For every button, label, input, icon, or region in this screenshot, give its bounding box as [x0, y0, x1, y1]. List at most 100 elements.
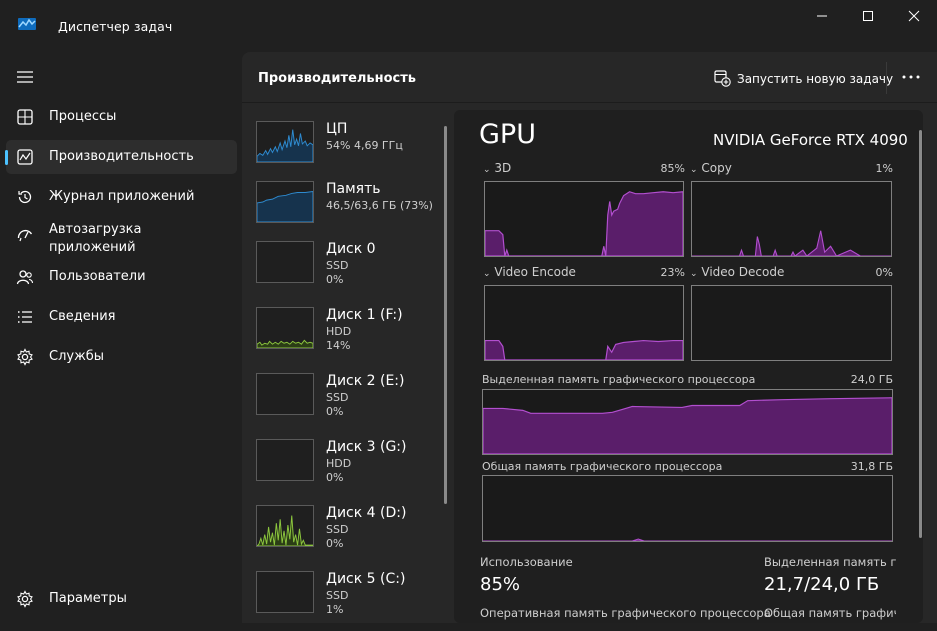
engine-selector-video-encode[interactable]: ⌄ Video Encode [483, 265, 576, 279]
history-icon [18, 190, 32, 204]
engine-selector-video-decode[interactable]: ⌄ Video Decode [690, 265, 784, 279]
chevron-down-icon: ⌄ [483, 165, 491, 175]
shared-memory-max: 31,8 ГБ [850, 460, 893, 473]
sidebar-item-processes[interactable]: Процессы [6, 100, 237, 134]
maximize-button[interactable] [845, 0, 891, 32]
device-name: Диск 4 (D:) [326, 505, 407, 521]
engine-graph-copy [691, 181, 892, 257]
sidebar-item-label: Автозагрузка приложений [49, 222, 142, 255]
close-icon [908, 10, 920, 22]
chevron-down-icon: ⌄ [690, 269, 698, 279]
processes-grid-icon [17, 109, 33, 125]
device-name: Диск 5 (C:) [326, 571, 406, 587]
new-task-icon [714, 70, 731, 87]
performance-chart-icon [17, 149, 33, 165]
device-usage: 0% [326, 537, 344, 550]
device-item-disk0[interactable]: Диск 0 SSD 0% [256, 241, 556, 301]
minimize-button[interactable] [799, 0, 845, 32]
gpu-model: NVIDIA GeForce RTX 4090 [713, 131, 908, 149]
disk-thumbnail-graph [256, 307, 314, 349]
details-list-icon [18, 311, 32, 323]
sidebar-item-users[interactable]: Пользователи [6, 260, 237, 294]
shared-memory-graph [482, 475, 893, 542]
sidebar-item-label: Процессы [49, 109, 117, 124]
sidebar-item-label: Параметры [49, 591, 127, 606]
gpu-memory-label: Оперативная память графического процессо… [480, 606, 771, 620]
services-gear-icon [17, 348, 33, 366]
sidebar-item-startup[interactable]: Автозагрузка приложений [6, 220, 237, 258]
sidebar-item-label: Сведения [49, 309, 116, 324]
more-dots-icon[interactable] [900, 68, 922, 86]
close-button[interactable] [891, 0, 937, 32]
device-usage: 0% [326, 273, 344, 286]
sidebar-item-label: Пользователи [49, 269, 146, 284]
engine-label: Video Encode [494, 265, 576, 279]
engine-label: 3D [494, 161, 512, 175]
device-usage: 1% [326, 603, 344, 616]
engine-label: Copy [701, 161, 732, 175]
sidebar-item-details[interactable]: Сведения [6, 300, 237, 334]
device-item-disk2[interactable]: Диск 2 (E:) SSD 0% [256, 373, 556, 433]
device-item-disk5[interactable]: Диск 5 (C:) SSD 1% [256, 571, 556, 631]
sidebar-item-label: Производительность [49, 149, 194, 164]
device-name: Диск 1 (F:) [326, 307, 403, 323]
gpu-title: GPU [479, 119, 536, 150]
disk-thumbnail-graph [256, 241, 314, 283]
engine-graph-video-decode [691, 285, 892, 361]
device-item-cpu[interactable]: ЦП 54% 4,69 ГГц [256, 121, 556, 181]
run-new-task-button[interactable]: Запустить новую задачу [714, 70, 893, 87]
device-name: Память [326, 181, 381, 197]
disk-thumbnail-graph [256, 439, 314, 481]
page-title: Производительность [258, 71, 417, 86]
startup-gauge-icon [17, 230, 33, 242]
chevron-down-icon: ⌄ [483, 269, 491, 279]
dedicated-memory-label: Выделенная память графического процессор… [482, 373, 756, 386]
memory-thumbnail-graph [256, 181, 314, 223]
sidebar-item-settings[interactable]: Параметры [6, 582, 237, 616]
device-stat: 54% 4,69 ГГц [326, 139, 403, 152]
device-usage: 14% [326, 339, 351, 352]
active-indicator [5, 150, 8, 165]
device-type: SSD [326, 259, 349, 272]
engine-percent: 23% [660, 266, 685, 279]
minimize-icon [817, 15, 827, 17]
users-icon [16, 270, 34, 285]
device-item-memory[interactable]: Память 46,5/63,6 ГБ (73%) [256, 181, 556, 241]
shared-memory-label: Общая память графического процессора [482, 460, 723, 473]
sidebar-item-app-history[interactable]: Журнал приложений [6, 180, 237, 214]
sidebar-item-performance[interactable]: Производительность [5, 140, 237, 174]
device-item-disk4[interactable]: Диск 4 (D:) SSD 0% [256, 505, 556, 565]
device-item-disk3[interactable]: Диск 3 (G:) HDD 0% [256, 439, 556, 499]
engine-graph-3d [484, 181, 684, 257]
device-type: SSD [326, 523, 349, 536]
engine-percent: 0% [875, 266, 893, 279]
engine-selector-3d[interactable]: ⌄ 3D [483, 161, 511, 175]
device-name: Диск 0 [326, 241, 376, 257]
sidebar-item-label: Службы [49, 349, 105, 364]
task-manager-icon [18, 18, 36, 30]
disk-thumbnail-graph [256, 373, 314, 415]
device-usage: 0% [326, 405, 344, 418]
engine-percent: 85% [660, 162, 685, 175]
device-list-scrollbar[interactable] [444, 126, 447, 504]
hamburger-menu-icon[interactable] [14, 68, 36, 86]
device-type: HDD [326, 457, 352, 470]
engine-label: Video Decode [701, 265, 785, 279]
dedicated-stat-label: Выделенная память гра [764, 555, 896, 569]
shared-stat-label: Общая память графиче [764, 606, 896, 620]
device-item-disk1[interactable]: Диск 1 (F:) HDD 14% [256, 307, 556, 367]
dedicated-stat-value: 21,7/24,0 ГБ [764, 574, 880, 595]
dedicated-memory-graph [482, 389, 893, 455]
engine-selector-copy[interactable]: ⌄ Copy [690, 161, 732, 175]
device-type: SSD [326, 589, 349, 602]
utilization-label: Использование [480, 555, 573, 569]
device-stat: 46,5/63,6 ГБ (73%) [326, 199, 433, 212]
device-name: Диск 2 (E:) [326, 373, 405, 389]
dedicated-memory-max: 24,0 ГБ [850, 373, 893, 386]
window-title: Диспетчер задач [58, 19, 173, 34]
sidebar-item-services[interactable]: Службы [6, 340, 237, 374]
engine-graph-video-encode [484, 285, 684, 361]
device-usage: 0% [326, 471, 344, 484]
detail-scrollbar[interactable] [919, 130, 922, 538]
settings-gear-icon [17, 590, 33, 608]
